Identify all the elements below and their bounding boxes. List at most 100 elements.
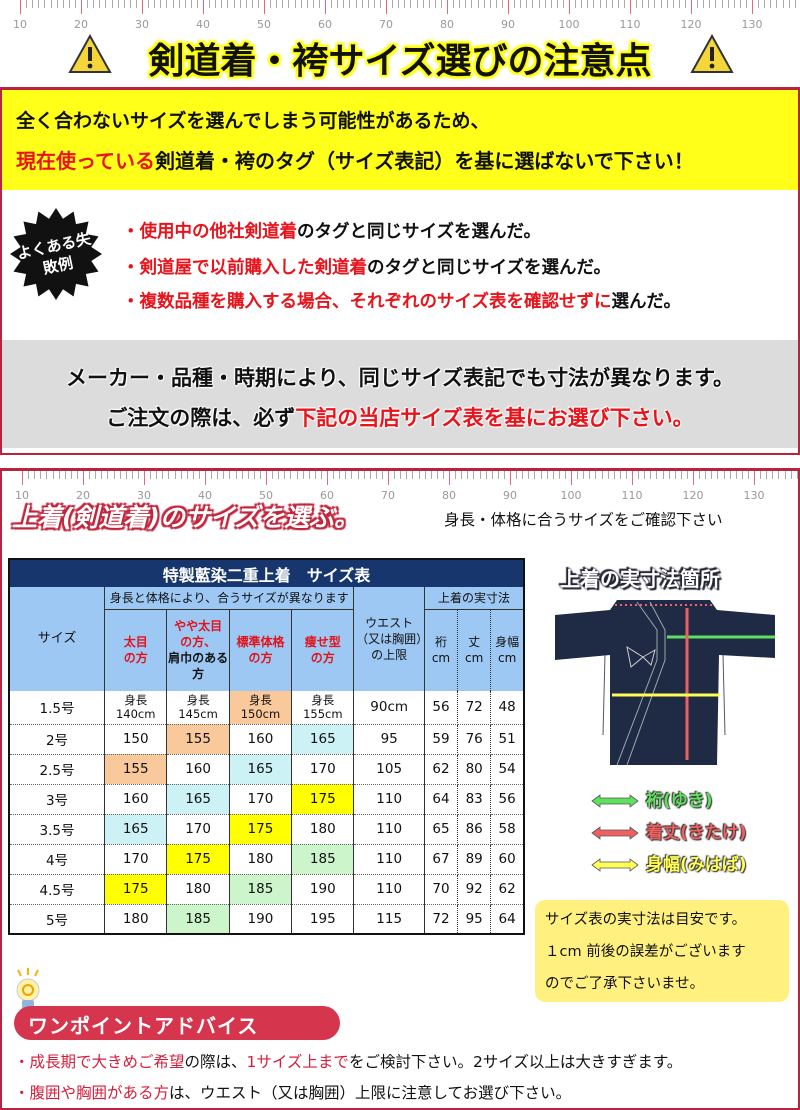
yuki-cell: 72 xyxy=(424,904,459,935)
ruler-tick xyxy=(70,471,72,479)
ruler-tick xyxy=(306,0,308,8)
ruler-tick xyxy=(691,0,692,14)
ruler-tick xyxy=(644,471,646,479)
ruler-tick xyxy=(516,471,518,479)
advice-text: は、ウエスト（又は胸囲）上限に注意してお選び下さい。 xyxy=(169,1084,572,1102)
ruler-number: 40 xyxy=(198,489,212,502)
waist-cell: 95 xyxy=(353,724,425,755)
warning-icon xyxy=(690,34,734,73)
take-cell: 80 xyxy=(457,754,492,785)
ruler-tick xyxy=(192,471,194,479)
ruler-number: 10 xyxy=(13,18,27,31)
ruler-tick xyxy=(162,471,164,479)
ruler-tick xyxy=(113,471,115,479)
failure-emphasis: ・使用中の他社剣道着 xyxy=(122,222,297,242)
ruler-tick xyxy=(632,471,633,485)
size-table: 特製藍染二重上着 サイズ表 サイズ 身長と体格により、合うサイズが異なります ウ… xyxy=(8,558,525,935)
height-cell: 160 xyxy=(229,724,293,755)
take-cell: 83 xyxy=(457,784,492,815)
yuki-cell: 59 xyxy=(424,724,459,755)
ruler-tick xyxy=(119,471,121,479)
ruler-tick xyxy=(526,0,528,8)
ruler-tick xyxy=(148,0,150,8)
height-value: 150cm xyxy=(240,707,281,722)
ruler-tick xyxy=(318,0,320,8)
ruler-tick xyxy=(601,471,603,479)
table-row: 4.5号 175 180 185 190 110 70 92 62 xyxy=(9,874,525,905)
ruler-tick xyxy=(74,0,76,8)
legend-item: 裄(ゆき) xyxy=(590,786,713,811)
ruler-tick xyxy=(68,0,70,8)
ruler-tick xyxy=(327,471,328,485)
ruler-tick xyxy=(660,0,662,8)
ruler-tick xyxy=(739,0,741,8)
height-cell: 身長 155cm xyxy=(291,691,355,725)
warning-line-1: 全く合わないサイズを選んでしまう可能性があるため、 xyxy=(16,110,490,132)
height-cell: 身長 150cm xyxy=(229,691,293,725)
ruler-tick xyxy=(312,0,314,8)
ruler-tick xyxy=(514,0,516,8)
ruler-tick xyxy=(178,0,180,8)
ruler-tick xyxy=(107,471,109,479)
height-cell: 160 xyxy=(166,754,230,785)
yuki-cell: 64 xyxy=(424,784,459,815)
ruler-tick xyxy=(229,471,231,479)
height-cell: 185 xyxy=(166,904,230,935)
ruler-tick xyxy=(52,471,54,479)
ruler-tick xyxy=(233,0,235,8)
size-cell: 4号 xyxy=(9,844,106,875)
ruler-tick xyxy=(733,0,735,8)
ruler-tick xyxy=(333,471,335,479)
size-cell: 3号 xyxy=(9,784,106,815)
ruler-tick xyxy=(137,471,139,479)
advice-text: ・腹囲や胸囲がある方 xyxy=(14,1084,170,1102)
failure-text: 選んだ。 xyxy=(611,292,681,312)
ruler-tick xyxy=(44,0,46,8)
ruler-tick xyxy=(534,471,536,479)
ruler-number: 70 xyxy=(379,18,393,31)
yuki-cell: 67 xyxy=(424,844,459,875)
ruler-tick xyxy=(241,471,243,479)
ruler-tick xyxy=(314,471,316,479)
ruler-tick xyxy=(38,0,40,8)
ruler-tick xyxy=(636,0,638,8)
ruler-tick xyxy=(373,0,375,8)
ruler-tick xyxy=(672,0,674,8)
body-type-label: やや太目 xyxy=(174,618,223,633)
ruler-tick xyxy=(272,471,274,479)
ruler-tick xyxy=(320,471,322,479)
height-value: 155cm xyxy=(303,707,343,722)
ruler-tick xyxy=(684,0,686,8)
ruler-tick xyxy=(123,0,125,8)
take-cell: 95 xyxy=(457,904,492,935)
height-cell: 身長 145cm xyxy=(166,691,230,725)
ruler-tick xyxy=(776,0,778,8)
waist-cell: 115 xyxy=(353,904,425,935)
ruler-number: 90 xyxy=(503,489,517,502)
ruler-tick xyxy=(436,471,438,479)
ruler-tick xyxy=(754,471,755,485)
ruler-tick xyxy=(595,471,597,479)
ruler-tick xyxy=(154,0,156,8)
height-cell: 165 xyxy=(229,754,293,785)
ruler-number: 20 xyxy=(74,18,88,31)
ruler-tick xyxy=(503,471,505,479)
ruler-number: 120 xyxy=(682,489,704,502)
height-cell: 180 xyxy=(166,874,230,905)
ruler-number: 130 xyxy=(741,18,763,31)
ruler-tick xyxy=(605,0,607,8)
yuki-cell: 65 xyxy=(424,814,459,845)
ruler-tick xyxy=(508,0,509,14)
ruler-tick xyxy=(357,471,359,479)
ruler-tick xyxy=(62,0,64,8)
ruler-tick xyxy=(211,471,213,479)
ruler-tick xyxy=(349,0,351,8)
ruler-tick xyxy=(180,471,182,479)
mihaba-cell: 64 xyxy=(490,904,525,935)
ruler-tick xyxy=(135,0,137,8)
ruler-tick xyxy=(270,0,272,8)
maker-difference-banner: メーカー・品種・時期により、同じサイズ表記でも寸法が異なります。 ご注文の際は、… xyxy=(2,340,798,448)
ruler-tick xyxy=(89,471,91,479)
double-arrow-icon xyxy=(591,858,639,872)
ruler-tick xyxy=(479,471,481,479)
